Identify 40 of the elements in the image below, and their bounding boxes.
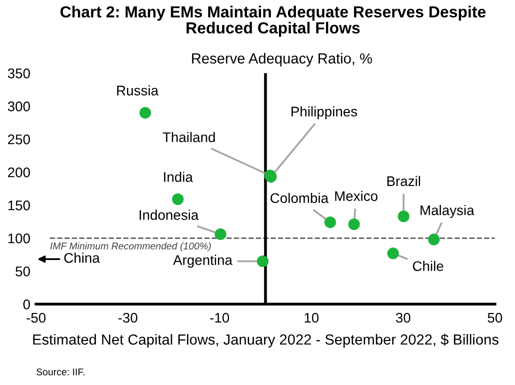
y-tick-label: 200 xyxy=(8,167,30,178)
x-tick-label: -50 xyxy=(26,312,46,323)
source-note: Source: IIF. xyxy=(36,368,84,376)
annotation: Chile xyxy=(412,260,444,272)
y-tick-label: 0 xyxy=(23,299,30,310)
annotation: Russia xyxy=(117,85,158,96)
annotation: China xyxy=(64,252,100,263)
point xyxy=(172,193,184,206)
annotation: India xyxy=(164,172,193,182)
point xyxy=(398,210,410,222)
y-tick-label: 50 xyxy=(16,266,30,276)
x-tick-label: -10 xyxy=(210,312,230,323)
y-tick-label: 150 xyxy=(8,200,30,210)
annotation: Brazil xyxy=(387,176,420,186)
annotation: Colombia xyxy=(270,192,329,204)
x-tick-label: -30 xyxy=(118,312,138,323)
x-axis-title: Estimated Net Capital Flows, January 2022 - September 2022, $ Billions xyxy=(33,334,498,348)
point xyxy=(139,106,152,119)
x-tick-label: 50 xyxy=(488,312,502,323)
point xyxy=(256,255,269,268)
point xyxy=(428,234,440,246)
y-axis-title: Reserve Adequacy Ratio, % xyxy=(192,52,372,66)
annotation: Indonesia xyxy=(140,210,199,220)
point xyxy=(214,228,226,240)
y-tick-label: 350 xyxy=(8,68,30,78)
annotation: Philippines xyxy=(292,106,358,120)
chart-title: Chart 2: Many EMs Maintain Adequate Reserves Despite Reduced Capital Flows xyxy=(60,6,486,37)
point xyxy=(348,218,360,230)
annotation: Malaysia xyxy=(420,204,474,218)
annotation: Thailand xyxy=(162,132,215,142)
annotation: Argentina xyxy=(173,254,232,268)
y-tick-label: 300 xyxy=(8,101,30,112)
x-tick-label: 30 xyxy=(396,312,410,323)
ref-line-label: IMF Minimum Recommended (100%) xyxy=(50,242,211,252)
point xyxy=(324,216,336,228)
x-tick-label: 10 xyxy=(304,312,319,323)
y-tick-label: 250 xyxy=(8,134,30,144)
annotation: Mexico xyxy=(335,190,378,202)
point xyxy=(387,248,399,260)
y-tick-label: 100 xyxy=(8,233,30,244)
